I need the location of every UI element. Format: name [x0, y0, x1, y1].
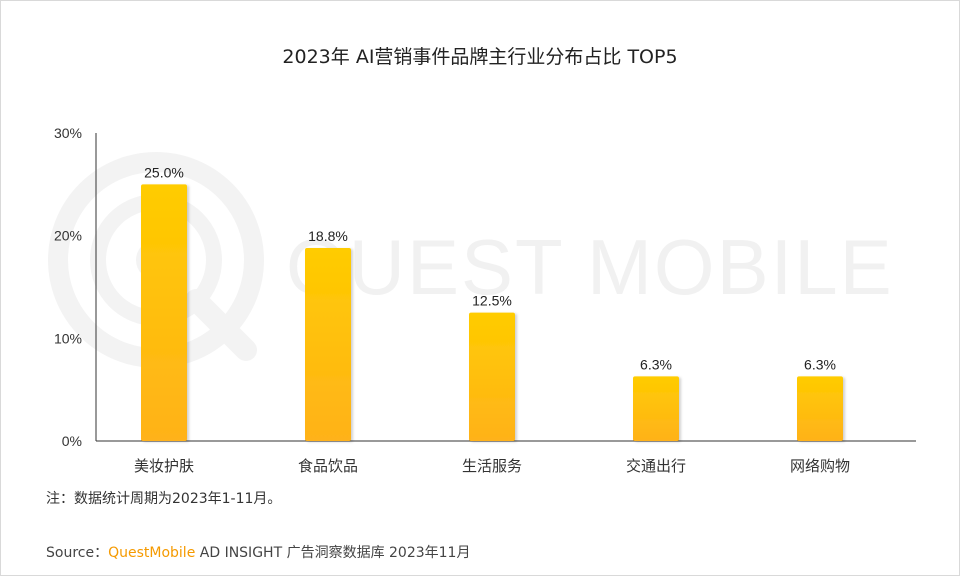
y-tick-label: 30% [54, 125, 82, 141]
source-brand: QuestMobile [108, 545, 196, 561]
chart-title: 2023年 AI营销事件品牌主行业分布占比 TOP5 [282, 46, 678, 68]
bar-value-label: 25.0% [144, 164, 184, 180]
bar [633, 376, 679, 441]
y-tick-label: 10% [54, 330, 82, 346]
source-rest: AD INSIGHT 广告洞察数据库 2023年11月 [195, 545, 471, 561]
bar [141, 184, 187, 442]
footnote: 注：数据统计周期为2023年1-11月。 [46, 491, 282, 507]
bar [305, 247, 351, 441]
source-line: Source：QuestMobile AD INSIGHT 广告洞察数据库 20… [46, 542, 470, 562]
x-tick-label: 交通出行 [626, 457, 686, 475]
x-tick-label: 食品饮品 [298, 457, 358, 475]
x-tick-label: 网络购物 [790, 457, 850, 475]
bar-value-label: 6.3% [640, 356, 672, 372]
bar [797, 376, 843, 441]
source-prefix: Source： [46, 545, 109, 561]
watermark-text: QUEST MOBILE [286, 223, 894, 311]
y-tick-label: 20% [54, 228, 82, 244]
y-tick-label: 0% [62, 433, 82, 449]
bar-value-label: 6.3% [804, 356, 836, 372]
bar-value-label: 18.8% [308, 228, 348, 244]
bar-value-label: 12.5% [472, 293, 512, 309]
x-tick-label: 生活服务 [462, 457, 522, 475]
bar [469, 312, 515, 441]
bar-chart: 0% 10% 20% 30% 25.0% 美妆护肤 18.8% 食品饮品 12.5% 生活服务 6… [54, 125, 916, 475]
x-tick-label: 美妆护肤 [134, 457, 194, 475]
